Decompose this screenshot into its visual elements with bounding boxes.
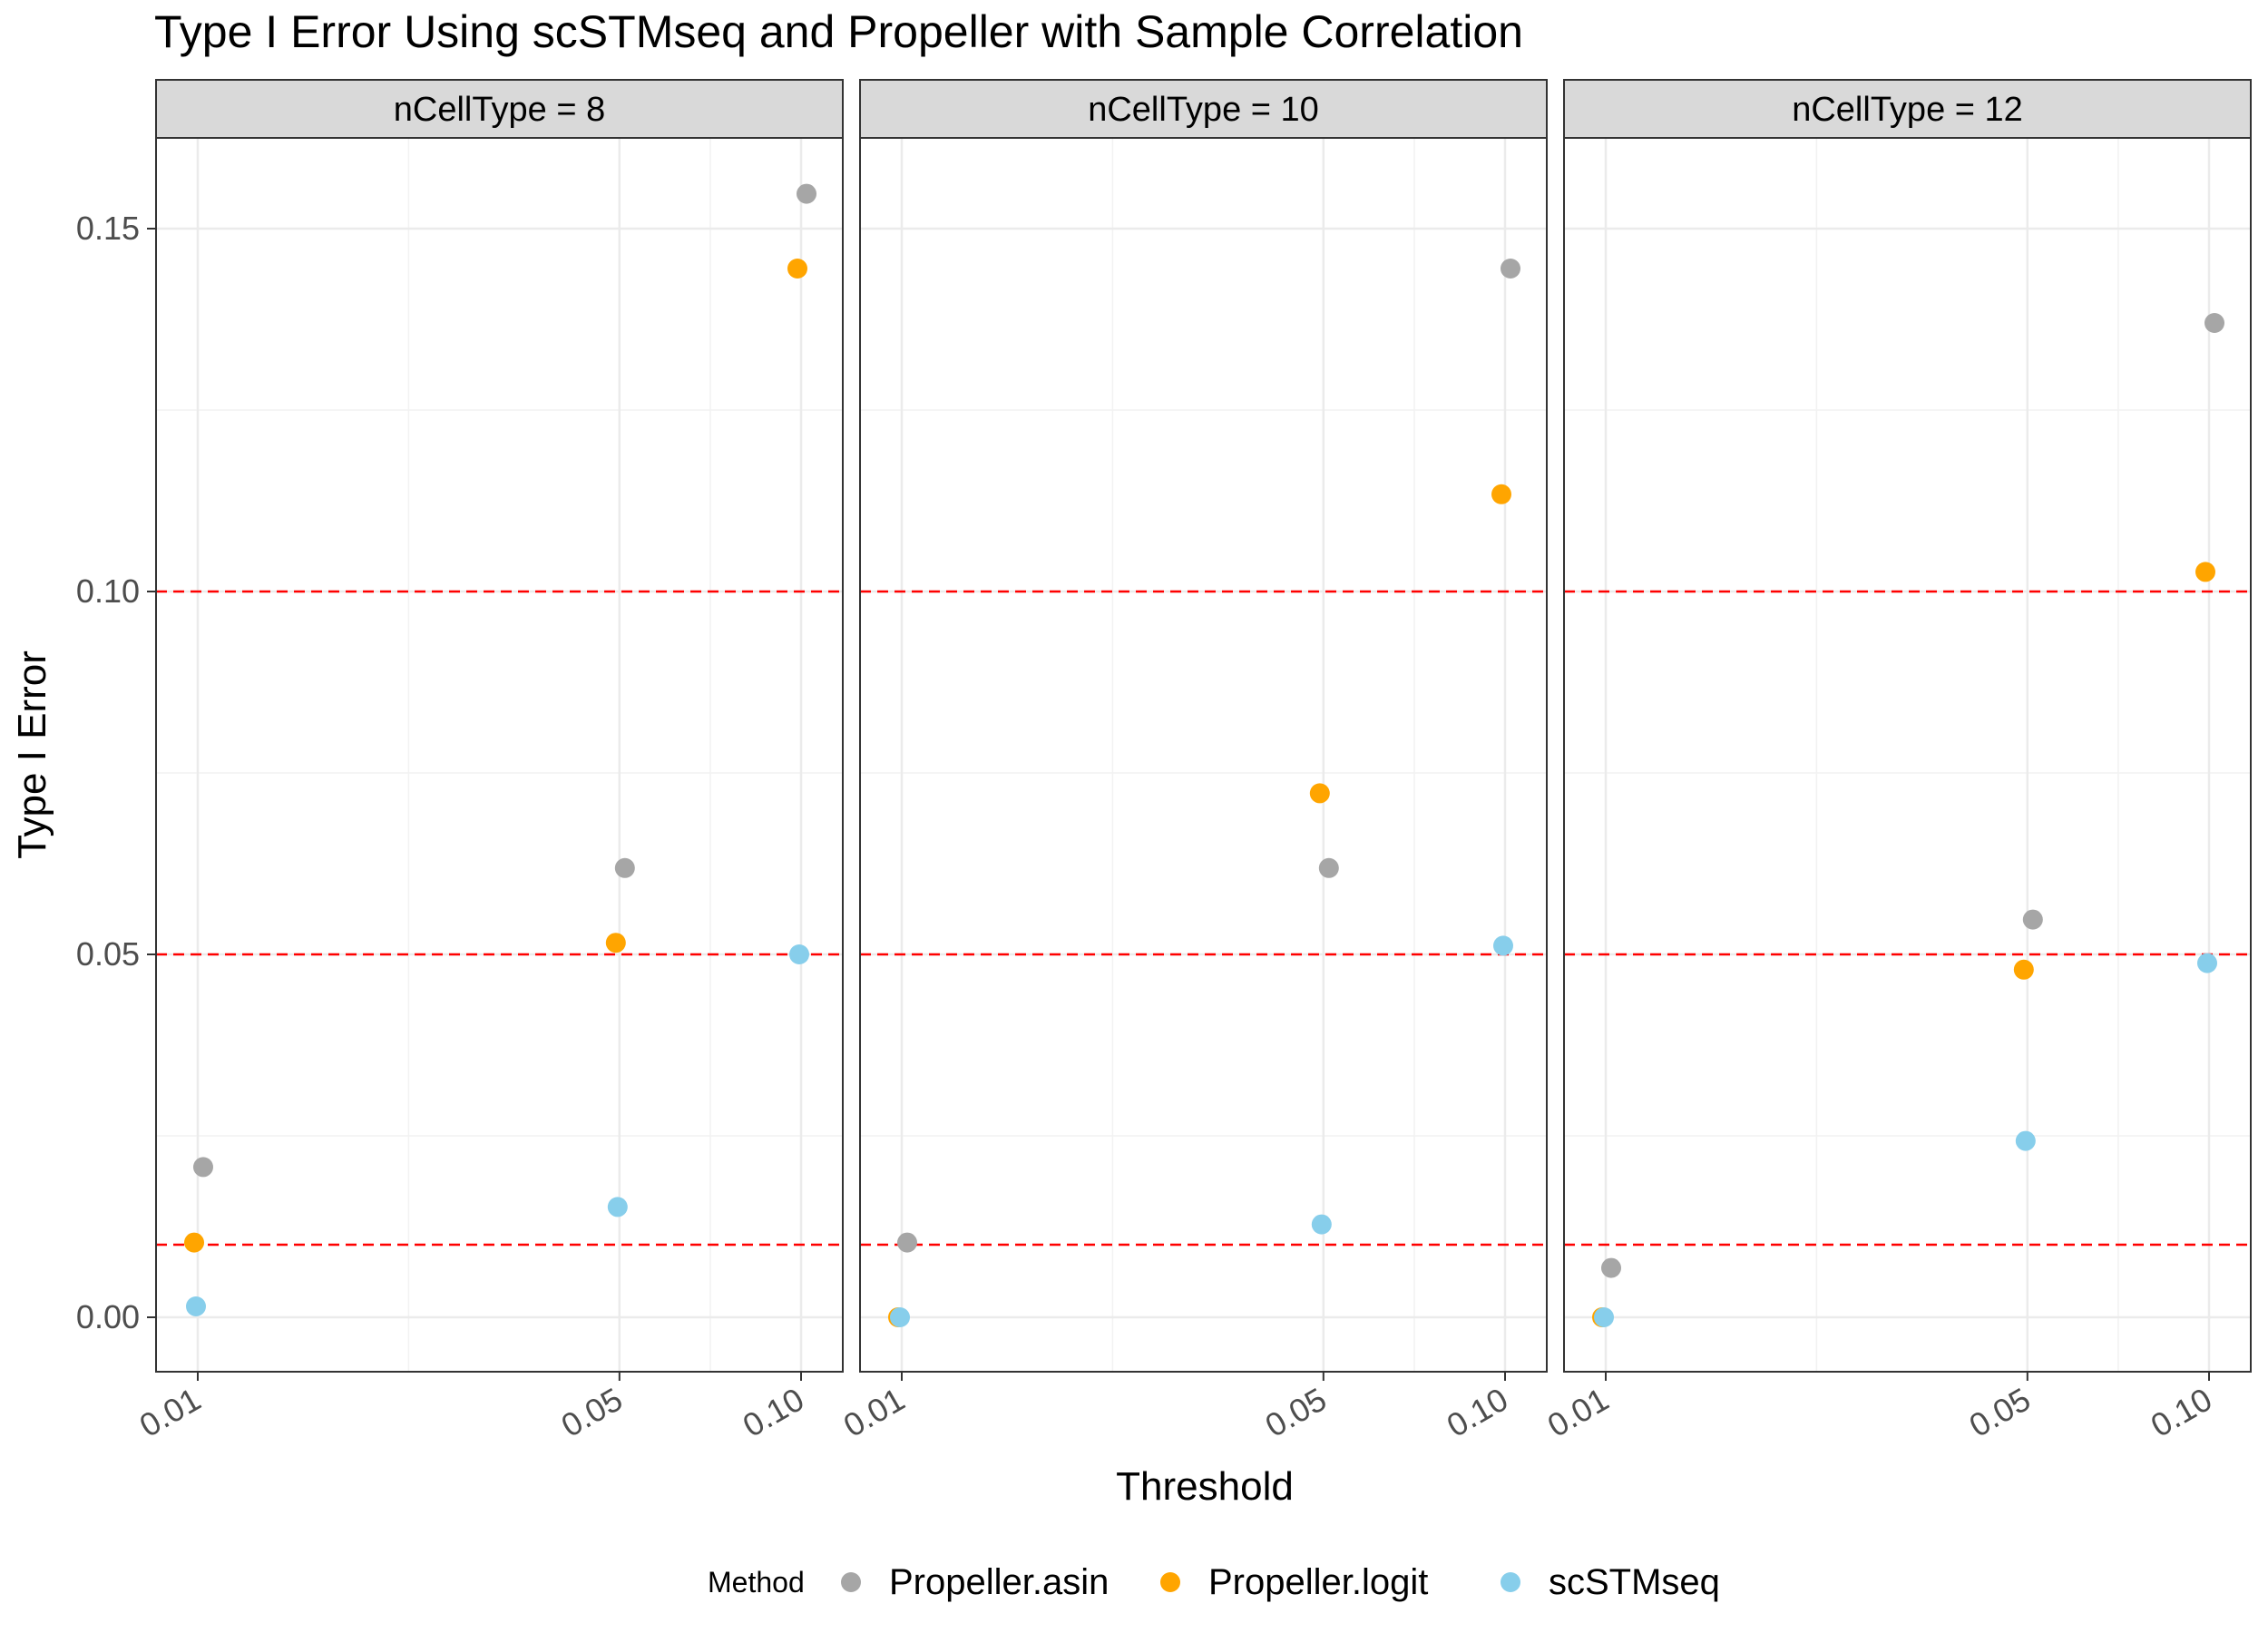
point-scstmseq xyxy=(186,1296,206,1316)
facet-strip-label: nCellType = 10 xyxy=(1088,91,1319,129)
y-tick-label: 0.00 xyxy=(76,1298,140,1335)
facet-strip xyxy=(155,79,844,139)
plot-background xyxy=(860,138,1547,1372)
x-tick-label: 0.10 xyxy=(1441,1380,1514,1444)
legend-entry: Propeller.logit xyxy=(1160,1562,1428,1602)
facet-panel-2: nCellType = 10 0.01 0.05 0.10 xyxy=(837,79,1548,1444)
legend-label: Propeller.logit xyxy=(1208,1562,1428,1602)
y-tick-label: 0.15 xyxy=(76,210,140,247)
facet-strip-label: nCellType = 12 xyxy=(1792,91,2023,129)
facet-strip xyxy=(1563,79,2252,139)
plot-background xyxy=(1564,138,2251,1372)
y-axis-title: Type I Error xyxy=(10,650,54,859)
facet-strip xyxy=(859,79,1548,139)
x-tick-label: 0.05 xyxy=(555,1380,629,1444)
x-tick-label: 0.05 xyxy=(1259,1380,1333,1444)
legend-label: scSTMseq xyxy=(1549,1562,1720,1602)
point-propeller-logit xyxy=(2013,959,2034,980)
point-propeller-asin xyxy=(897,1232,917,1253)
x-tick-label: 0.10 xyxy=(2145,1380,2218,1444)
point-propeller-asin xyxy=(614,857,635,878)
facet-panels: nCellType = 8 0.01 0.05 0.10 0.00 0.05 0.10 0.1… xyxy=(76,79,2252,1444)
x-axis-title: Threshold xyxy=(1116,1464,1294,1509)
point-propeller-logit xyxy=(2195,562,2215,582)
point-propeller-asin xyxy=(1601,1257,1621,1278)
legend-entry: scSTMseq xyxy=(1501,1562,1720,1602)
point-propeller-asin xyxy=(2022,909,2043,930)
y-tick-label: 0.05 xyxy=(76,935,140,973)
panel-border xyxy=(155,137,844,1373)
point-propeller-asin xyxy=(797,183,816,204)
x-tick-label: 0.05 xyxy=(1963,1380,2037,1444)
x-tick-label: 0.01 xyxy=(837,1380,911,1444)
point-propeller-logit xyxy=(184,1232,204,1253)
plot-background xyxy=(156,138,843,1372)
facet-panel-1: nCellType = 8 0.01 0.05 0.10 0.00 0.05 0.10 0.1… xyxy=(76,79,844,1444)
y-tick-label: 0.10 xyxy=(76,572,140,610)
point-propeller-asin xyxy=(1318,857,1339,878)
legend-key xyxy=(1501,1572,1520,1592)
legend-key xyxy=(841,1572,861,1592)
point-scstmseq xyxy=(1493,935,1513,956)
point-propeller-logit xyxy=(1491,484,1511,504)
chart-title: Type I Error Using scSTMseq and Propelle… xyxy=(154,6,1523,57)
legend-label: Propeller.asin xyxy=(889,1562,1109,1602)
legend-title: Method xyxy=(708,1566,805,1599)
x-tick-label: 0.10 xyxy=(737,1380,810,1444)
panel-border xyxy=(1563,137,2252,1373)
facet-panel-3: nCellType = 12 0.01 0.05 0.10 xyxy=(1541,79,2252,1444)
x-tick-label: 0.01 xyxy=(133,1380,207,1444)
point-scstmseq xyxy=(607,1197,628,1217)
legend-key xyxy=(1160,1572,1180,1592)
facet-strip-label: nCellType = 8 xyxy=(394,91,605,129)
point-scstmseq xyxy=(890,1307,910,1327)
point-scstmseq xyxy=(1594,1307,1614,1327)
point-propeller-asin xyxy=(2204,313,2224,333)
point-scstmseq xyxy=(1311,1214,1332,1235)
legend-entry: Propeller.asin xyxy=(841,1562,1109,1602)
x-tick-label: 0.01 xyxy=(1541,1380,1615,1444)
point-propeller-asin xyxy=(193,1157,213,1178)
point-scstmseq xyxy=(2015,1130,2036,1151)
point-scstmseq xyxy=(2197,953,2217,973)
point-propeller-logit xyxy=(787,259,807,279)
legend: Method Propeller.asin Propeller.logit scST… xyxy=(708,1562,1720,1602)
point-scstmseq xyxy=(789,944,809,964)
point-propeller-asin xyxy=(1501,259,1520,279)
panel-border xyxy=(859,137,1548,1373)
point-propeller-logit xyxy=(1309,783,1330,804)
point-propeller-logit xyxy=(605,933,626,953)
